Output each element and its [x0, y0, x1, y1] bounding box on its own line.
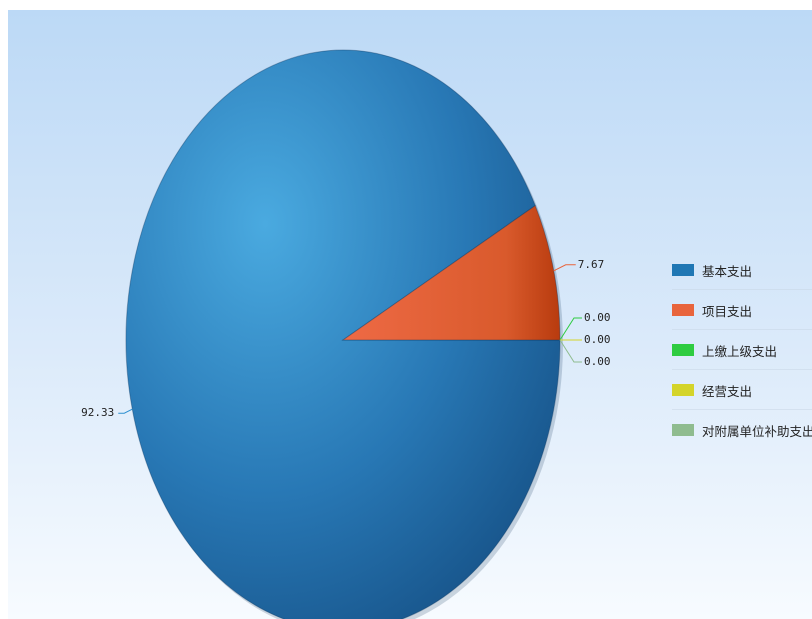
legend-swatch	[672, 304, 694, 316]
legend-label: 基本支出	[702, 264, 753, 279]
chart-area: 92.33 7.67 0.00 0.00 0.00 基本支出 项目支出 上缴上级支出 经…	[8, 10, 812, 619]
leader-line	[553, 264, 576, 272]
legend-label: 对附属单位补助支出	[702, 424, 812, 439]
data-label: 0.00	[584, 355, 611, 368]
legend-label: 项目支出	[702, 304, 753, 319]
legend-item[interactable]: 项目支出	[672, 290, 812, 330]
legend-item[interactable]: 对附属单位补助支出	[672, 410, 812, 450]
leader-line	[559, 339, 582, 363]
legend-swatch	[672, 384, 694, 396]
leader-line	[118, 408, 133, 414]
legend-item[interactable]: 上缴上级支出	[672, 330, 812, 370]
legend-swatch	[672, 344, 694, 356]
data-label: 0.00	[584, 311, 611, 324]
legend: 基本支出 项目支出 上缴上级支出 经营支出 对附属单位补助支出	[672, 250, 812, 450]
legend-swatch	[672, 424, 694, 436]
pie-slice[interactable]	[125, 49, 561, 619]
legend-label: 上缴上级支出	[702, 344, 778, 359]
leader-line	[559, 317, 582, 341]
data-label: 7.67	[578, 258, 605, 271]
legend-item[interactable]: 基本支出	[672, 250, 812, 290]
legend-item[interactable]: 经营支出	[672, 370, 812, 410]
legend-swatch	[672, 264, 694, 276]
data-label: 0.00	[584, 333, 611, 346]
legend-label: 经营支出	[702, 384, 753, 399]
data-label: 92.33	[81, 406, 114, 419]
